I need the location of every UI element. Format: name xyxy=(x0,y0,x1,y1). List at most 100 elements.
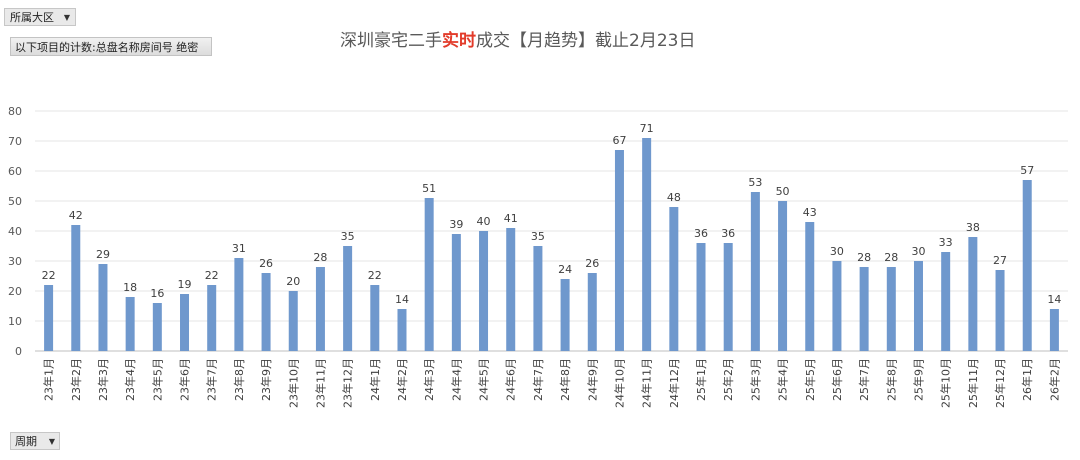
bar xyxy=(696,243,706,351)
x-tick-label: 25年11月 xyxy=(966,358,980,408)
period-filter-dropdown[interactable]: 周期 ▼ xyxy=(10,432,60,450)
data-label: 41 xyxy=(504,212,518,225)
x-tick-label: 23年11月 xyxy=(313,358,327,408)
bar xyxy=(1049,309,1059,351)
x-tick-label: 26年1月 xyxy=(1020,358,1034,401)
bar xyxy=(913,261,923,351)
bar xyxy=(859,267,869,351)
data-label: 57 xyxy=(1020,164,1034,177)
bar xyxy=(832,261,842,351)
data-label: 36 xyxy=(721,227,735,240)
data-label: 28 xyxy=(857,251,871,264)
data-label: 67 xyxy=(612,134,626,147)
value-field-button[interactable]: 以下项目的计数:总盘名称房间号 绝密 xyxy=(10,37,212,56)
bar xyxy=(886,267,896,351)
y-tick-label: 50 xyxy=(8,195,22,208)
x-tick-label: 25年9月 xyxy=(911,358,925,401)
y-tick-label: 40 xyxy=(8,225,22,238)
x-tick-label: 23年4月 xyxy=(123,358,137,401)
y-tick-label: 20 xyxy=(8,285,22,298)
x-tick-label: 23年6月 xyxy=(178,358,192,401)
x-tick-label: 24年3月 xyxy=(422,358,436,401)
bar xyxy=(98,264,108,351)
chart-title: 深圳豪宅二手实时成交【月趋势】截止2月23日 xyxy=(340,26,695,51)
bar xyxy=(180,294,190,351)
bar xyxy=(560,279,570,351)
bar xyxy=(315,267,325,351)
data-label: 33 xyxy=(939,236,953,249)
x-tick-label: 23年7月 xyxy=(205,358,219,401)
bar xyxy=(71,225,81,351)
bar xyxy=(533,246,543,351)
x-tick-label: 23年1月 xyxy=(42,358,56,401)
x-tick-label: 25年5月 xyxy=(803,358,817,401)
data-label: 50 xyxy=(776,185,790,198)
value-field-label: 以下项目的计数:总盘名称房间号 绝密 xyxy=(15,40,199,54)
y-tick-label: 70 xyxy=(8,135,22,148)
data-label: 30 xyxy=(830,245,844,258)
x-tick-label: 25年2月 xyxy=(721,358,735,401)
data-label: 26 xyxy=(259,257,273,270)
x-tick-label: 24年10月 xyxy=(612,358,626,408)
data-label: 53 xyxy=(748,176,762,189)
y-tick-label: 30 xyxy=(8,255,22,268)
x-tick-label: 24年8月 xyxy=(558,358,572,401)
bar xyxy=(669,207,679,351)
bar xyxy=(723,243,733,351)
bar xyxy=(125,297,135,351)
x-tick-label: 23年9月 xyxy=(259,358,273,401)
title-prefix: 深圳豪宅二手 xyxy=(340,31,442,51)
data-label: 29 xyxy=(96,248,110,261)
data-label: 20 xyxy=(286,275,300,288)
data-label: 71 xyxy=(640,122,654,135)
bar xyxy=(750,192,760,351)
x-tick-label: 25年12月 xyxy=(993,358,1007,408)
bar xyxy=(506,228,516,351)
x-tick-label: 24年5月 xyxy=(477,358,491,401)
x-tick-label: 23年5月 xyxy=(150,358,164,401)
bar xyxy=(1022,180,1032,351)
x-tick-label: 25年8月 xyxy=(884,358,898,401)
data-label: 35 xyxy=(341,230,355,243)
x-tick-label: 25年6月 xyxy=(830,358,844,401)
data-label: 48 xyxy=(667,191,681,204)
x-tick-label: 23年12月 xyxy=(341,358,355,408)
y-tick-label: 10 xyxy=(8,315,22,328)
data-label: 35 xyxy=(531,230,545,243)
data-label: 28 xyxy=(313,251,327,264)
x-tick-label: 25年7月 xyxy=(857,358,871,401)
x-tick-label: 24年7月 xyxy=(531,358,545,401)
x-tick-label: 23年8月 xyxy=(232,358,246,401)
title-suffix: 成交【月趋势】截止2月23日 xyxy=(476,31,696,51)
data-label: 14 xyxy=(1047,293,1061,306)
x-tick-label: 24年9月 xyxy=(585,358,599,401)
x-tick-label: 23年3月 xyxy=(96,358,110,401)
bar xyxy=(261,273,271,351)
data-label: 14 xyxy=(395,293,409,306)
gridlines xyxy=(35,110,1068,352)
data-label: 43 xyxy=(803,206,817,219)
data-label: 28 xyxy=(884,251,898,264)
y-tick-label: 80 xyxy=(8,105,22,118)
bar xyxy=(451,234,461,351)
data-label: 22 xyxy=(42,269,56,282)
bar xyxy=(44,285,54,351)
bar xyxy=(642,138,652,351)
dropdown-arrow-icon: ▼ xyxy=(63,12,70,22)
dropdown-arrow-icon: ▼ xyxy=(48,436,55,446)
bar xyxy=(968,237,978,351)
region-filter-dropdown[interactable]: 所属大区 ▼ xyxy=(4,8,76,26)
period-filter-label: 周期 xyxy=(15,435,37,448)
bar xyxy=(778,201,788,351)
bar xyxy=(207,285,217,351)
x-tick-label: 23年10月 xyxy=(286,358,300,408)
bar xyxy=(343,246,353,351)
bar xyxy=(479,231,489,351)
data-label: 22 xyxy=(205,269,219,282)
bar xyxy=(424,198,434,351)
region-filter-label: 所属大区 xyxy=(10,11,54,24)
x-tick-label: 25年3月 xyxy=(748,358,762,401)
bar xyxy=(587,273,597,351)
x-tick-label: 24年6月 xyxy=(504,358,518,401)
